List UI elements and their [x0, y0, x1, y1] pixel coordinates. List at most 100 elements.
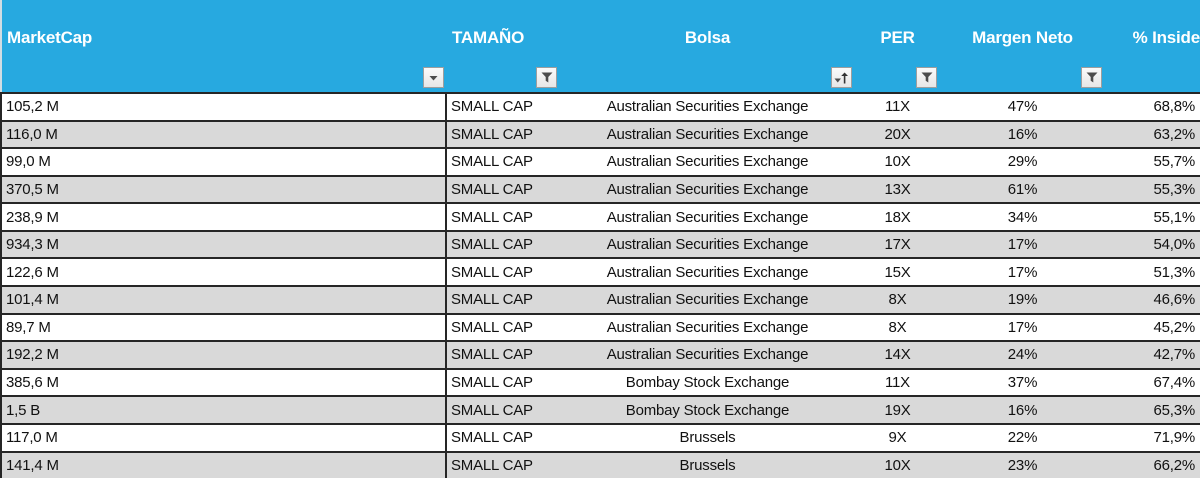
- table-cell[interactable]: 11X: [885, 98, 910, 116]
- filter-button-margen-neto[interactable]: [1081, 67, 1102, 88]
- filter-cell-tamano: [447, 62, 560, 92]
- table-cell[interactable]: 16%: [1007, 401, 1038, 419]
- table-cell[interactable]: Australian Securities Exchange: [606, 98, 809, 116]
- table-cell[interactable]: SMALL CAP: [451, 208, 533, 226]
- table-cell[interactable]: 55,7%: [1153, 153, 1195, 171]
- table-cell[interactable]: 13X: [884, 181, 911, 199]
- table-cell[interactable]: Australian Securities Exchange: [606, 181, 809, 199]
- table-cell[interactable]: 37%: [1007, 374, 1038, 392]
- table-cell[interactable]: SMALL CAP: [451, 401, 533, 419]
- table-cell[interactable]: 55,1%: [1153, 208, 1195, 226]
- funnel-icon: [921, 72, 933, 83]
- table-cell[interactable]: 1,5 B: [2, 397, 447, 423]
- table-cell[interactable]: 16%: [1007, 125, 1038, 143]
- table-cell[interactable]: 14X: [884, 346, 911, 364]
- table-cell[interactable]: 117,0 M: [2, 424, 447, 451]
- table-cell[interactable]: 105,2 M: [2, 94, 447, 120]
- table-cell[interactable]: 17%: [1007, 236, 1038, 254]
- table-cell[interactable]: 10X: [884, 456, 911, 474]
- table-cell[interactable]: 19%: [1007, 291, 1038, 309]
- table-cell[interactable]: SMALL CAP: [451, 263, 533, 281]
- table-cell[interactable]: Brussels: [679, 429, 736, 447]
- table-cell[interactable]: SMALL CAP: [451, 346, 533, 364]
- table-cell[interactable]: SMALL CAP: [451, 98, 533, 116]
- table-cell[interactable]: 66,2%: [1153, 456, 1195, 474]
- table-cell[interactable]: 29%: [1007, 153, 1038, 171]
- table-cell[interactable]: 11X: [885, 374, 910, 392]
- table-cell[interactable]: 71,9%: [1153, 429, 1195, 447]
- table-cell[interactable]: SMALL CAP: [451, 429, 533, 447]
- table-cell[interactable]: Australian Securities Exchange: [606, 125, 809, 143]
- filter-button-per[interactable]: [916, 67, 937, 88]
- table-cell[interactable]: Bombay Stock Exchange: [625, 374, 790, 392]
- table-cell[interactable]: 19X: [884, 401, 911, 419]
- table-cell[interactable]: 54,0%: [1153, 236, 1195, 254]
- table-cell[interactable]: 18X: [884, 208, 911, 226]
- table-cell[interactable]: SMALL CAP: [451, 181, 533, 199]
- filter-button-tamano[interactable]: [536, 67, 557, 88]
- table-cell[interactable]: 46,6%: [1153, 291, 1195, 309]
- table-cell[interactable]: 47%: [1007, 98, 1038, 116]
- table-cell[interactable]: SMALL CAP: [451, 236, 533, 254]
- table-cell[interactable]: 934,3 M: [2, 231, 447, 258]
- table-cell[interactable]: 8X: [888, 291, 907, 309]
- column-header-margen-neto[interactable]: Margen Neto: [972, 28, 1073, 47]
- table-cell[interactable]: 17%: [1007, 263, 1038, 281]
- table-cell[interactable]: 192,2 M: [2, 342, 447, 368]
- table-cell[interactable]: 42,7%: [1153, 346, 1195, 364]
- filter-button-bolsa[interactable]: [831, 67, 852, 88]
- table-cell[interactable]: Australian Securities Exchange: [606, 346, 809, 364]
- table-cell[interactable]: 101,4 M: [2, 287, 447, 313]
- filter-button-marketcap[interactable]: [423, 67, 444, 88]
- table-cell[interactable]: 385,6 M: [2, 369, 447, 396]
- table-row: 116,0 M SMALL CAP Australian Securities Ex…: [2, 119, 1200, 148]
- table-cell[interactable]: Australian Securities Exchange: [606, 318, 809, 336]
- table-cell[interactable]: SMALL CAP: [451, 374, 533, 392]
- column-header-per[interactable]: PER: [880, 28, 915, 47]
- table-cell[interactable]: 89,7 M: [2, 314, 447, 341]
- table-cell[interactable]: 370,5 M: [2, 176, 447, 203]
- table-cell[interactable]: 63,2%: [1153, 125, 1195, 143]
- table-cell[interactable]: SMALL CAP: [451, 291, 533, 309]
- table-cell[interactable]: 65,3%: [1153, 401, 1195, 419]
- table-cell[interactable]: 51,3%: [1153, 263, 1195, 281]
- table-cell[interactable]: 141,4 M: [2, 452, 447, 478]
- table-cell[interactable]: 68,8%: [1153, 98, 1195, 116]
- table-cell[interactable]: 17%: [1007, 318, 1038, 336]
- table-cell[interactable]: 9X: [888, 429, 907, 447]
- table-cell[interactable]: 55,3%: [1153, 181, 1195, 199]
- table-cell[interactable]: 20X: [884, 125, 911, 143]
- table-cell[interactable]: 45,2%: [1153, 318, 1195, 336]
- table-cell[interactable]: 22%: [1007, 429, 1038, 447]
- table-cell[interactable]: 17X: [884, 236, 911, 254]
- table-cell[interactable]: 116,0 M: [2, 121, 447, 148]
- table-cell[interactable]: Bombay Stock Exchange: [625, 401, 790, 419]
- table-cell[interactable]: Australian Securities Exchange: [606, 263, 809, 281]
- table-cell[interactable]: 34%: [1007, 208, 1038, 226]
- table-cell[interactable]: 15X: [884, 263, 911, 281]
- table-cell[interactable]: Australian Securities Exchange: [606, 208, 809, 226]
- table-cell[interactable]: 99,0 M: [2, 149, 447, 175]
- table-cell[interactable]: SMALL CAP: [451, 318, 533, 336]
- table-cell[interactable]: SMALL CAP: [451, 153, 533, 171]
- table-cell[interactable]: 8X: [888, 318, 907, 336]
- table-cell[interactable]: 10X: [884, 153, 911, 171]
- table-cell[interactable]: Australian Securities Exchange: [606, 291, 809, 309]
- table-cell[interactable]: SMALL CAP: [451, 456, 533, 474]
- sort-ascending-icon: [834, 72, 849, 84]
- table-cell[interactable]: 67,4%: [1153, 374, 1195, 392]
- table-cell[interactable]: 238,9 M: [2, 204, 447, 230]
- table-cell[interactable]: Australian Securities Exchange: [606, 236, 809, 254]
- table-cell[interactable]: 23%: [1007, 456, 1038, 474]
- table-cell[interactable]: 24%: [1007, 346, 1038, 364]
- table-cell[interactable]: Brussels: [679, 456, 736, 474]
- table-cell[interactable]: Australian Securities Exchange: [606, 153, 809, 171]
- column-header-tamano[interactable]: TAMAÑO: [452, 28, 525, 47]
- table-cell[interactable]: 61%: [1007, 181, 1038, 199]
- table-cell[interactable]: SMALL CAP: [451, 125, 533, 143]
- table-cell[interactable]: 122,6 M: [2, 259, 447, 286]
- column-header-marketcap[interactable]: MarketCap: [7, 28, 93, 47]
- column-header-bolsa[interactable]: Bolsa: [684, 28, 731, 47]
- column-header-inside[interactable]: % Inside: [1132, 28, 1200, 47]
- header-filter-row: [2, 62, 1200, 92]
